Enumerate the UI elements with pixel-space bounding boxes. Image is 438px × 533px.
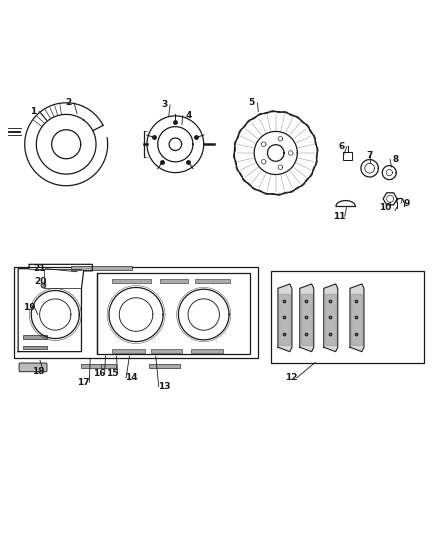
Bar [97, 273, 250, 354]
Bar [195, 279, 230, 283]
Bar [81, 364, 102, 368]
Text: 20: 20 [34, 277, 46, 286]
Bar [160, 279, 188, 283]
Text: 17: 17 [78, 378, 90, 387]
Polygon shape [301, 294, 312, 345]
Text: 2: 2 [65, 98, 71, 107]
Text: 21: 21 [34, 264, 46, 273]
Polygon shape [351, 294, 362, 345]
Bar [151, 349, 182, 352]
Bar [343, 152, 352, 159]
Polygon shape [278, 284, 292, 352]
Bar [101, 364, 117, 368]
Bar [71, 265, 132, 270]
Bar [149, 364, 180, 368]
Bar [14, 266, 258, 358]
Text: 13: 13 [158, 382, 171, 391]
Polygon shape [300, 284, 314, 352]
Text: 9: 9 [403, 199, 410, 208]
Polygon shape [325, 294, 336, 345]
FancyBboxPatch shape [19, 363, 47, 372]
Bar [191, 349, 223, 352]
Polygon shape [279, 294, 290, 345]
Text: 6: 6 [338, 142, 344, 151]
Text: 18: 18 [32, 367, 44, 376]
Polygon shape [350, 284, 364, 352]
Bar [22, 335, 46, 338]
Text: 8: 8 [393, 155, 399, 164]
Text: 19: 19 [23, 303, 35, 312]
Bar [22, 346, 46, 350]
Polygon shape [324, 284, 338, 352]
Text: 4: 4 [185, 111, 191, 120]
Bar [112, 279, 151, 283]
Text: 15: 15 [106, 369, 118, 378]
Text: 10: 10 [379, 203, 391, 212]
Text: 14: 14 [125, 373, 138, 382]
Text: 7: 7 [367, 151, 373, 160]
Text: 12: 12 [285, 373, 297, 382]
Text: 5: 5 [249, 98, 255, 107]
Text: 1: 1 [30, 107, 36, 116]
Text: 11: 11 [333, 212, 345, 221]
Bar [112, 349, 145, 352]
Bar [272, 271, 424, 362]
Text: 16: 16 [93, 369, 105, 378]
Text: 3: 3 [161, 100, 168, 109]
